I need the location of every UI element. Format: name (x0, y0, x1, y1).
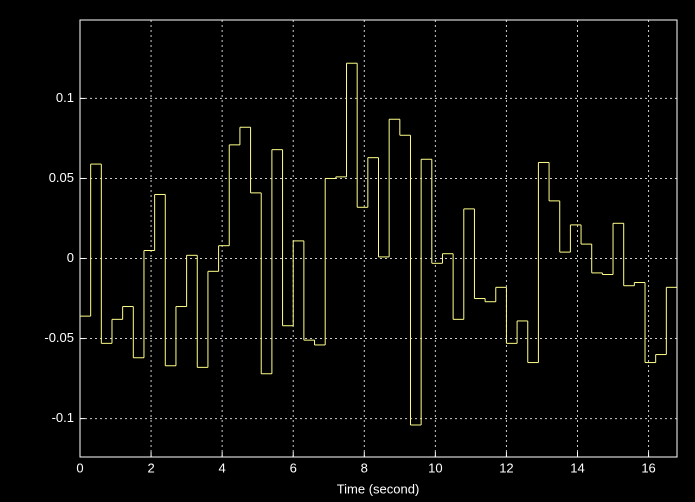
x-tick-label: 14 (570, 460, 584, 475)
y-tick-label: -0.1 (52, 410, 74, 425)
x-tick-label: 16 (641, 460, 655, 475)
plot-frame (79, 19, 678, 458)
y-tick-label: -0.05 (44, 330, 74, 345)
x-tick-label: 8 (361, 460, 368, 475)
x-tick-label: 10 (428, 460, 442, 475)
y-tick-label: 0 (67, 250, 74, 265)
x-tick-label: 2 (147, 460, 154, 475)
x-tick-label: 6 (290, 460, 297, 475)
x-axis-label: Time (second) (337, 481, 420, 496)
x-tick-label: 0 (76, 460, 83, 475)
x-tick-label: 12 (499, 460, 513, 475)
x-tick-label: 4 (219, 460, 226, 475)
y-tick-label: 0.05 (49, 170, 74, 185)
y-tick-label: 0.1 (56, 90, 74, 105)
step-connector (90, 63, 667, 425)
